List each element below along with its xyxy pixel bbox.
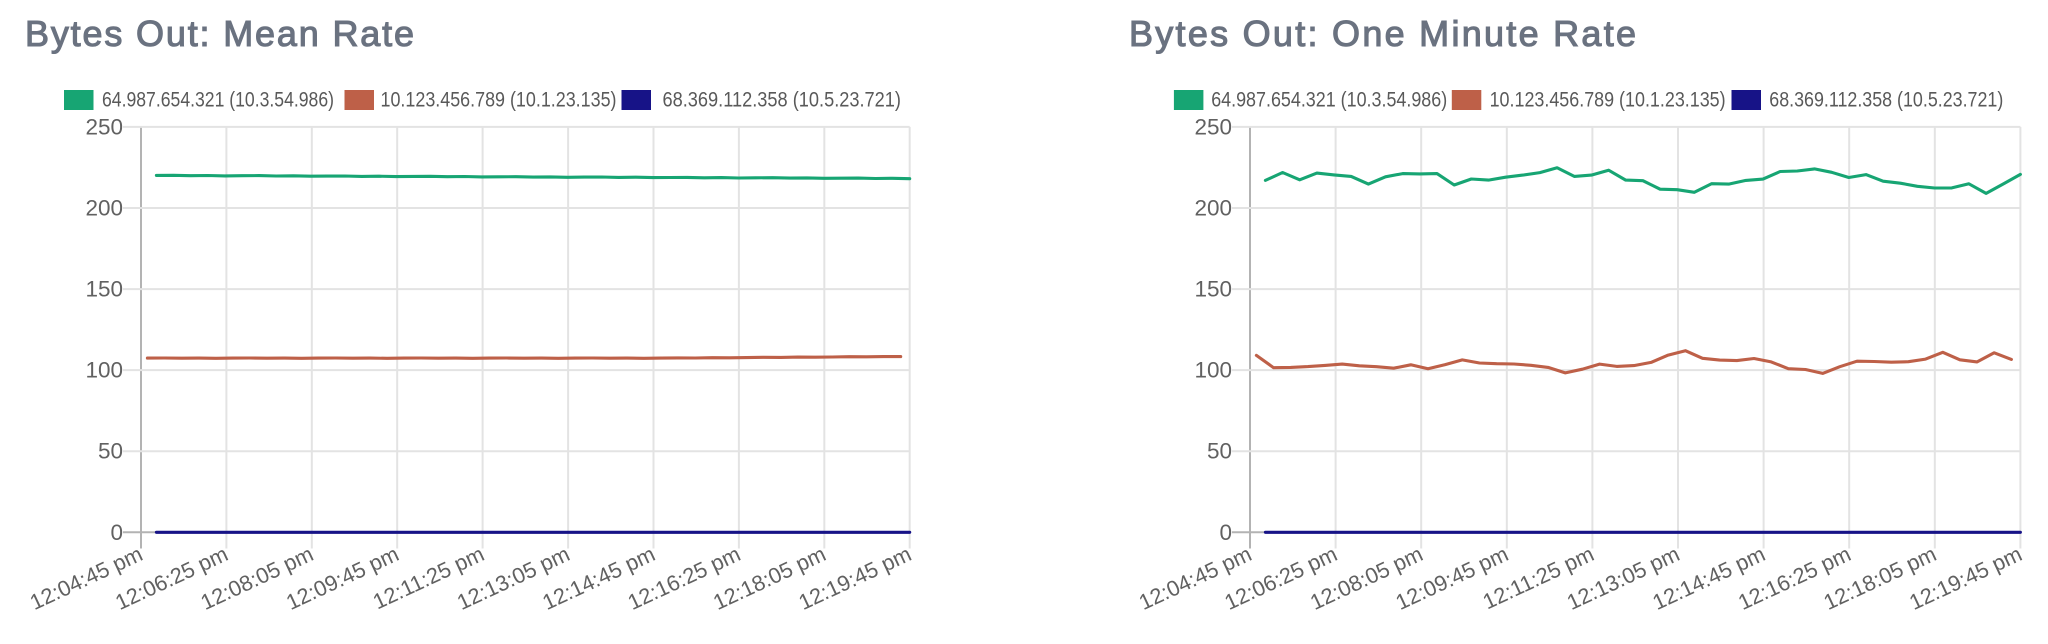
svg-text:100: 100 (85, 358, 123, 383)
svg-text:Bytes Out: Mean Rate: Bytes Out: Mean Rate (25, 13, 414, 54)
svg-text:Bytes Out: One Minute Rate: Bytes Out: One Minute Rate (1129, 13, 1636, 54)
svg-text:64.987.654.321 (10.3.54.986): 64.987.654.321 (10.3.54.986) (1211, 89, 1447, 112)
svg-text:68.369.112.358 (10.5.23.721): 68.369.112.358 (10.5.23.721) (663, 89, 902, 112)
svg-text:50: 50 (1207, 439, 1232, 464)
svg-text:0: 0 (110, 520, 123, 545)
svg-text:0: 0 (1219, 520, 1232, 545)
svg-text:200: 200 (1194, 196, 1232, 221)
svg-text:10.123.456.789 (10.1.23.135): 10.123.456.789 (10.1.23.135) (381, 89, 617, 112)
svg-text:50: 50 (98, 439, 123, 464)
svg-text:250: 250 (85, 114, 123, 139)
svg-text:150: 150 (1194, 277, 1232, 302)
svg-text:150: 150 (85, 277, 123, 302)
svg-text:10.123.456.789 (10.1.23.135): 10.123.456.789 (10.1.23.135) (1490, 89, 1726, 112)
svg-text:250: 250 (1194, 114, 1232, 139)
svg-text:200: 200 (85, 196, 123, 221)
svg-text:68.369.112.358 (10.5.23.721): 68.369.112.358 (10.5.23.721) (1769, 89, 2003, 112)
svg-text:64.987.654.321 (10.3.54.986): 64.987.654.321 (10.3.54.986) (102, 89, 334, 112)
svg-text:100: 100 (1194, 358, 1232, 383)
